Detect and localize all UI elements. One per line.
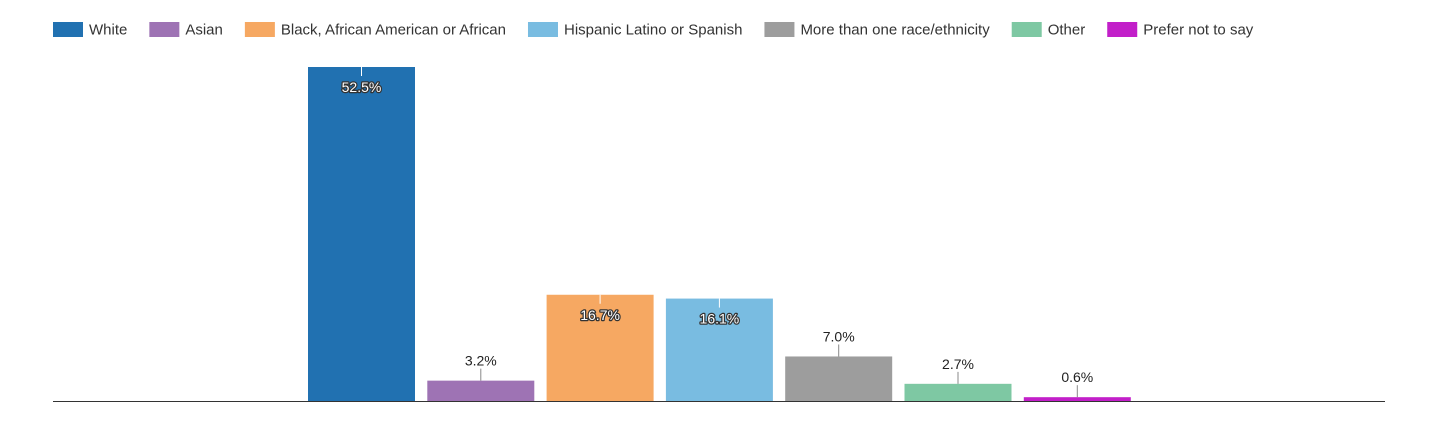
- bar-hispanic-latino-or-spanish[interactable]: [665, 298, 773, 401]
- legend-label: Other: [1048, 22, 1086, 39]
- legend-swatch: [1107, 22, 1138, 37]
- data-label: 52.5%: [342, 79, 382, 95]
- data-label: 16.7%: [580, 307, 620, 323]
- bar-group-hispanic-latino-or-spanish: 16.1%: [665, 298, 773, 401]
- legend-item-asian[interactable]: Asian: [149, 22, 223, 39]
- bar-group-other: 2.7%: [904, 356, 1012, 401]
- bar-black-african-american-or-african[interactable]: [546, 294, 654, 401]
- bar-white[interactable]: [308, 67, 415, 401]
- data-label: 7.0%: [823, 328, 855, 344]
- legend-item-prefer-not-to-say[interactable]: Prefer not to say: [1107, 22, 1254, 39]
- bar-other[interactable]: [904, 383, 1012, 401]
- legend-item-black-african-american-or-african[interactable]: Black, African American or African: [244, 22, 506, 39]
- bar-group-black-african-american-or-african: 16.7%: [546, 294, 654, 401]
- legend-swatch: [244, 22, 275, 37]
- legend-label: Black, African American or African: [281, 22, 506, 39]
- legend-label: Asian: [185, 22, 223, 39]
- legend-label: Hispanic Latino or Spanish: [564, 22, 742, 39]
- legend-item-white[interactable]: White: [53, 22, 127, 39]
- legend-swatch: [527, 22, 558, 37]
- bar-group-white: 52.5%: [308, 67, 415, 401]
- data-label: 2.7%: [942, 356, 974, 372]
- bar-prefer-not-to-say[interactable]: [1023, 397, 1131, 401]
- legend-item-hispanic-latino-or-spanish[interactable]: Hispanic Latino or Spanish: [527, 22, 742, 39]
- legend-item-other[interactable]: Other: [1011, 22, 1086, 39]
- plot-area: 52.5% 3.2% 16.7% 16.1% 7.0% 2.7% 0.6%: [308, 67, 1131, 401]
- bar-group-more-than-one-race-ethnicity: 7.0%: [785, 328, 893, 401]
- bar-asian[interactable]: [427, 380, 535, 401]
- bar-group-asian: 3.2%: [427, 353, 535, 401]
- data-label: 0.6%: [1061, 369, 1093, 385]
- data-label: 3.2%: [465, 353, 497, 369]
- bar-group-prefer-not-to-say: 0.6%: [1023, 369, 1131, 401]
- legend-swatch: [149, 22, 180, 37]
- legend: White Asian Black, African American or Afr…: [53, 22, 1254, 39]
- bar-more-than-one-race-ethnicity[interactable]: [785, 356, 893, 401]
- legend-swatch: [53, 22, 83, 37]
- legend-item-more-than-one-race-ethnicity[interactable]: More than one race/ethnicity: [764, 22, 990, 39]
- data-label: 16.1%: [700, 311, 740, 327]
- legend-label: White: [89, 22, 127, 39]
- legend-swatch: [1011, 22, 1042, 37]
- legend-swatch: [764, 22, 795, 37]
- legend-label: More than one race/ethnicity: [800, 22, 990, 39]
- legend-label: Prefer not to say: [1143, 22, 1254, 39]
